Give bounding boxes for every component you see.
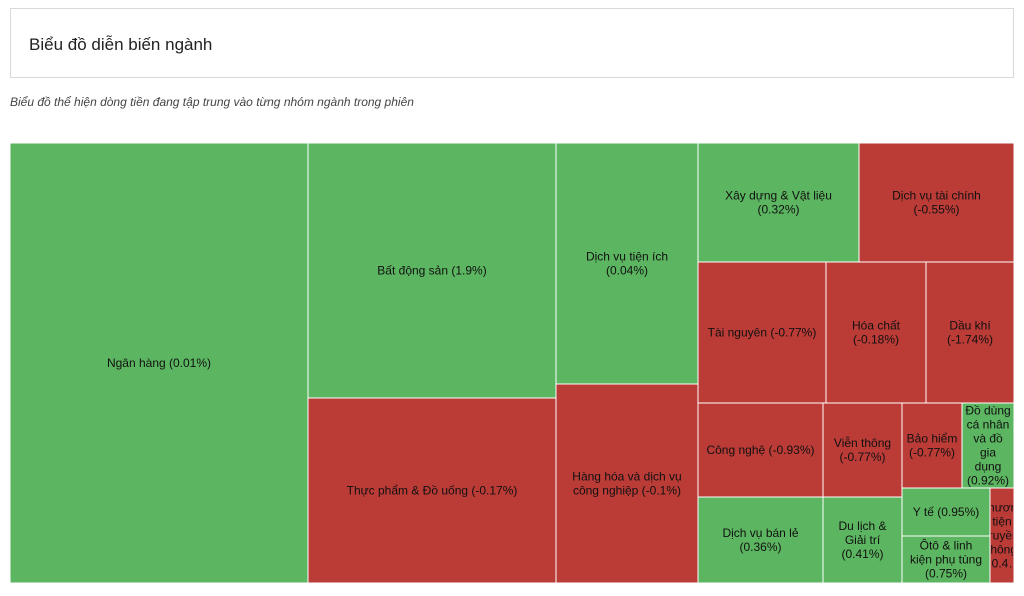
treemap-cell-rect[interactable] bbox=[555, 142, 699, 385]
treemap-cell-label: Đồ dùng cá nhân và đồ gia dụng (0.92%) bbox=[965, 404, 1010, 488]
treemap-cell[interactable]: Hàng hóa và dịch vụ công nghiệp (-0.1%) bbox=[555, 383, 699, 584]
treemap-cell-rect[interactable] bbox=[697, 142, 860, 263]
treemap-cell-rect[interactable] bbox=[307, 142, 557, 399]
treemap-cell-label: Hóa chất (-0.18%) bbox=[852, 319, 901, 347]
treemap-cell-rect[interactable] bbox=[901, 535, 991, 584]
treemap-cell[interactable]: Viễn thông (-0.77%) bbox=[822, 402, 903, 498]
treemap-cell-label: Dịch vụ tiện ích (0.04%) bbox=[586, 250, 668, 278]
treemap-cell[interactable]: Bảo hiểm (-0.77%) bbox=[901, 402, 963, 489]
treemap-cell-label: Hàng hóa và dịch vụ công nghiệp (-0.1%) bbox=[572, 470, 681, 498]
treemap-cell-label: Dầu khí (-1.74%) bbox=[947, 319, 993, 347]
page-title: Biểu đồ diễn biến ngành bbox=[29, 35, 213, 54]
treemap-cell[interactable]: Hóa chất (-0.18%) bbox=[825, 261, 927, 404]
treemap-cell-label: Ôtô & linh kiện phụ tùng (0.75%) bbox=[910, 538, 982, 581]
treemap-cell-rect[interactable] bbox=[555, 383, 699, 584]
treemap-cell-rect[interactable] bbox=[825, 261, 927, 404]
treemap-cell-rect[interactable] bbox=[822, 402, 903, 498]
treemap-cell-rect[interactable] bbox=[697, 261, 827, 404]
treemap-cell[interactable]: Y tế (0.95%) bbox=[901, 487, 991, 537]
treemap-cell-label: Phương tiện truyền thông (-0.4… bbox=[980, 501, 1024, 571]
treemap-cell[interactable]: Bất động sản (1.9%) bbox=[307, 142, 557, 399]
treemap-cell-label: Ngân hàng (0.01%) bbox=[107, 356, 211, 370]
treemap-cell-rect[interactable] bbox=[858, 142, 1015, 263]
treemap-cell[interactable]: Dịch vụ tài chính (-0.55%) bbox=[858, 142, 1015, 263]
treemap-cell[interactable]: Xây dựng & Vật liệu (0.32%) bbox=[697, 142, 860, 263]
treemap-cell[interactable]: Đồ dùng cá nhân và đồ gia dụng (0.92%) bbox=[961, 402, 1015, 489]
treemap-cell[interactable]: Du lịch & Giải trí (0.41%) bbox=[822, 496, 903, 584]
treemap-cell-rect[interactable] bbox=[697, 402, 824, 498]
treemap-cell[interactable]: Phương tiện truyền thông (-0.4… bbox=[980, 487, 1024, 584]
treemap-cell-label: Y tế (0.95%) bbox=[913, 505, 979, 519]
treemap-cell-label: Tài nguyên (-0.77%) bbox=[708, 326, 817, 340]
treemap-cell-rect[interactable] bbox=[307, 397, 557, 584]
treemap-cell[interactable]: Ngân hàng (0.01%) bbox=[9, 142, 309, 584]
treemap-cell-label: Dịch vụ bán lẻ (0.36%) bbox=[722, 526, 798, 554]
treemap-cell[interactable]: Công nghệ (-0.93%) bbox=[697, 402, 824, 498]
treemap-cell-label: Du lịch & Giải trí (0.41%) bbox=[838, 519, 886, 561]
treemap-cell[interactable]: Thực phẩm & Đồ uống (-0.17%) bbox=[307, 397, 557, 584]
treemap-cell-rect[interactable] bbox=[989, 487, 1015, 584]
treemap-cell-label: Xây dựng & Vật liệu (0.32%) bbox=[725, 189, 832, 217]
treemap-cell[interactable]: Dịch vụ bán lẻ (0.36%) bbox=[697, 496, 824, 584]
treemap-cell[interactable]: Tài nguyên (-0.77%) bbox=[697, 261, 827, 404]
treemap-cell[interactable]: Ôtô & linh kiện phụ tùng (0.75%) bbox=[901, 535, 991, 584]
treemap-cell-label: Bảo hiểm (-0.77%) bbox=[907, 432, 958, 460]
treemap-cell[interactable]: Dịch vụ tiện ích (0.04%) bbox=[555, 142, 699, 385]
treemap-cell-label: Thực phẩm & Đồ uống (-0.17%) bbox=[347, 484, 518, 498]
treemap-cell-rect[interactable] bbox=[697, 496, 824, 584]
treemap-cell-label: Dịch vụ tài chính (-0.55%) bbox=[892, 189, 981, 217]
treemap-cell-label: Bất động sản (1.9%) bbox=[377, 264, 486, 278]
treemap-cell-rect[interactable] bbox=[925, 261, 1015, 404]
chart-subtitle: Biểu đồ thể hiện dòng tiền đang tập trun… bbox=[10, 95, 414, 109]
treemap-cell[interactable]: Dầu khí (-1.74%) bbox=[925, 261, 1015, 404]
chart-header: Biểu đồ diễn biến ngành bbox=[10, 8, 1014, 78]
treemap-cell-label: Viễn thông (-0.77%) bbox=[834, 435, 891, 464]
treemap-cell-rect[interactable] bbox=[822, 496, 903, 584]
treemap-cell-label: Công nghệ (-0.93%) bbox=[706, 443, 814, 457]
treemap-cell-rect[interactable] bbox=[961, 402, 1015, 489]
treemap-cell-rect[interactable] bbox=[901, 402, 963, 489]
